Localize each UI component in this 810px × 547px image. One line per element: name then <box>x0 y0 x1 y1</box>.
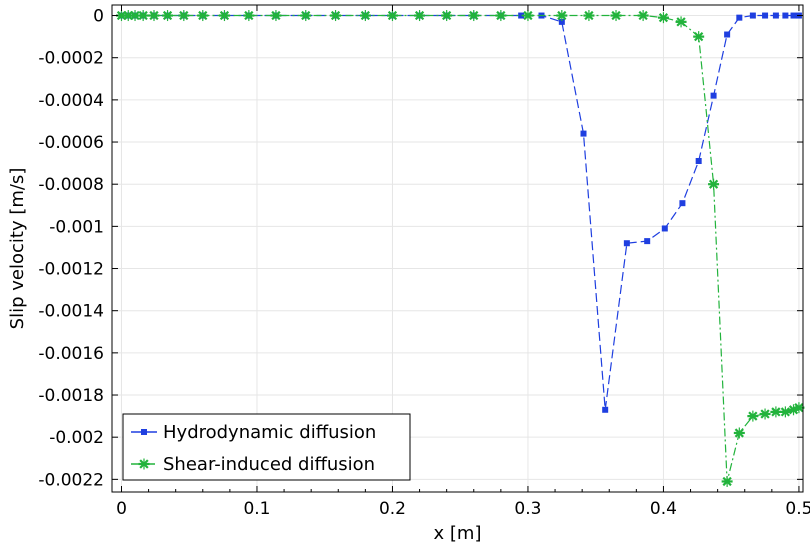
data-point-asterisk <box>138 458 150 470</box>
data-point-asterisk <box>693 31 705 43</box>
data-point-square <box>518 12 525 19</box>
x-tick-label: 0.4 <box>650 499 677 519</box>
y-tick-label: -0.0004 <box>38 91 104 111</box>
plot-frame <box>111 4 804 493</box>
y-tick-label: 0 <box>93 7 104 27</box>
data-point-asterisk <box>779 406 791 418</box>
data-point-asterisk <box>300 10 312 22</box>
data-point-asterisk <box>747 410 759 422</box>
data-point-square <box>679 200 686 207</box>
data-point-asterisk <box>721 475 733 487</box>
data-point-asterisk <box>770 406 782 418</box>
data-point-square <box>580 130 587 137</box>
data-point-asterisk <box>441 10 453 22</box>
y-tick-label: -0.0008 <box>38 175 104 195</box>
data-point-asterisk <box>657 12 669 24</box>
data-point-square <box>749 12 756 19</box>
data-point-asterisk <box>708 178 720 190</box>
legend-entry-2: Shear-induced diffusion <box>131 454 375 475</box>
data-point-square <box>772 12 779 19</box>
x-tick-label: 0.3 <box>514 499 541 519</box>
data-point-asterisk <box>583 10 595 22</box>
x-axis-title: x [m] <box>434 523 482 544</box>
y-tick-label: -0.0022 <box>38 470 104 490</box>
data-point-square <box>644 238 651 245</box>
data-point-asterisk <box>637 10 649 22</box>
data-point-asterisk <box>197 10 209 22</box>
data-point-asterisk <box>162 10 174 22</box>
data-point-asterisk <box>148 10 160 22</box>
data-point-asterisk <box>359 10 371 22</box>
legend-entry-1: Hydrodynamic diffusion <box>131 422 376 443</box>
y-tick-label: -0.002 <box>49 428 104 448</box>
data-point-asterisk <box>386 10 398 22</box>
x-tick-label: 0.5 <box>785 499 810 519</box>
legend: Hydrodynamic diffusion Shear-induced diff… <box>122 413 411 481</box>
legend-box <box>122 413 411 481</box>
legend-label: Shear-induced diffusion <box>163 454 375 475</box>
x-tick-label: 0.1 <box>243 499 270 519</box>
series-layer <box>115 10 805 487</box>
series-2 <box>115 10 805 487</box>
y-tick-label: -0.001 <box>49 217 104 237</box>
data-point-square <box>790 12 797 19</box>
x-tick-label: 0 <box>116 499 127 519</box>
data-point-asterisk <box>495 10 507 22</box>
data-point-asterisk <box>330 10 342 22</box>
data-point-square <box>623 240 630 247</box>
data-point-asterisk <box>522 10 534 22</box>
data-point-asterisk <box>178 10 190 22</box>
y-tick-label: -0.0018 <box>38 386 104 406</box>
data-point-square <box>661 225 668 232</box>
data-point-asterisk <box>759 408 771 420</box>
grid-lines <box>112 5 803 492</box>
data-point-asterisk <box>414 10 426 22</box>
data-point-square <box>602 406 609 413</box>
y-axis-title: Slip velocity [m/s] <box>7 168 28 330</box>
y-tick-label: -0.0012 <box>38 260 104 280</box>
x-tick-label: 0.2 <box>379 499 406 519</box>
y-tick-label: -0.0016 <box>38 344 104 364</box>
data-point-asterisk <box>468 10 480 22</box>
data-point-asterisk <box>243 10 255 22</box>
data-point-asterisk <box>137 10 149 22</box>
data-point-square <box>710 92 717 99</box>
data-point-asterisk <box>218 10 230 22</box>
data-point-asterisk <box>610 10 622 22</box>
y-tick-label: -0.0006 <box>38 133 104 153</box>
axis-ticks: 0 0.1 0.2 0.3 0.4 0.5 0 -0.0002 -0.0004 -0.0006 -0… <box>38 5 810 519</box>
data-point-square <box>736 14 743 21</box>
y-tick-label: -0.0002 <box>38 49 104 69</box>
data-point-asterisk <box>556 10 568 22</box>
data-point-square <box>558 18 565 25</box>
data-point-square <box>724 31 731 38</box>
y-tick-label: -0.0014 <box>38 302 104 322</box>
data-point-square <box>762 12 769 19</box>
data-point-square <box>782 12 789 19</box>
data-point-square <box>141 429 147 435</box>
data-point-asterisk <box>675 16 687 28</box>
legend-label: Hydrodynamic diffusion <box>163 422 376 443</box>
data-point-asterisk <box>733 427 745 439</box>
data-point-asterisk <box>270 10 282 22</box>
data-point-square <box>695 158 702 165</box>
